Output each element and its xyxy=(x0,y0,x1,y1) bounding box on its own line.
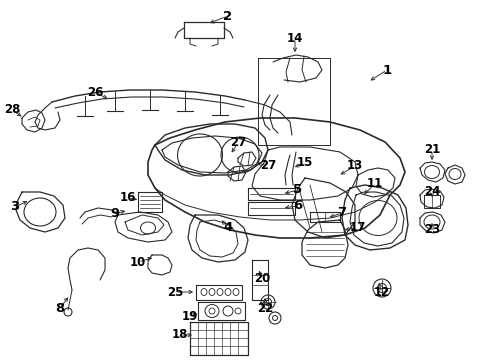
Text: 10: 10 xyxy=(130,256,146,269)
Text: 27: 27 xyxy=(229,136,245,149)
Text: 27: 27 xyxy=(259,159,276,172)
Text: 7: 7 xyxy=(337,207,346,220)
Text: 28: 28 xyxy=(4,104,20,117)
Text: 5: 5 xyxy=(293,184,302,197)
Text: 14: 14 xyxy=(286,31,303,45)
Text: 13: 13 xyxy=(346,159,363,172)
Text: 18: 18 xyxy=(171,328,188,342)
Text: 26: 26 xyxy=(87,85,103,99)
Text: 22: 22 xyxy=(256,301,273,315)
Text: 1: 1 xyxy=(382,63,391,77)
Text: 2: 2 xyxy=(223,9,232,22)
Text: 23: 23 xyxy=(423,224,439,237)
Text: 19: 19 xyxy=(182,310,198,323)
Text: 3: 3 xyxy=(10,201,20,213)
Text: 9: 9 xyxy=(110,207,120,220)
Text: 25: 25 xyxy=(166,285,183,298)
Text: 8: 8 xyxy=(55,301,64,315)
Text: 15: 15 xyxy=(296,157,312,170)
Text: 12: 12 xyxy=(373,287,389,300)
Text: 4: 4 xyxy=(223,221,232,234)
Text: 11: 11 xyxy=(366,177,382,190)
Text: 17: 17 xyxy=(349,221,366,234)
Text: 20: 20 xyxy=(253,271,269,284)
Text: 16: 16 xyxy=(120,192,136,204)
Text: 21: 21 xyxy=(423,144,439,157)
Text: 6: 6 xyxy=(293,199,302,212)
Text: 24: 24 xyxy=(423,185,439,198)
